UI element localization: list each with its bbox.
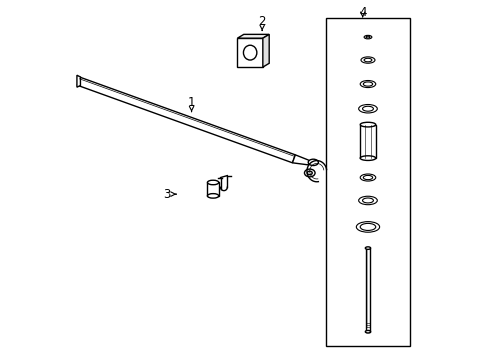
Polygon shape xyxy=(263,34,269,67)
Polygon shape xyxy=(77,75,81,87)
Ellipse shape xyxy=(358,104,377,113)
Ellipse shape xyxy=(366,36,369,38)
Text: 1: 1 xyxy=(187,96,195,109)
Bar xyxy=(360,125,375,158)
Ellipse shape xyxy=(364,35,371,39)
Text: 3: 3 xyxy=(163,188,170,201)
Ellipse shape xyxy=(360,122,375,127)
Text: 4: 4 xyxy=(358,6,366,19)
Ellipse shape xyxy=(360,57,374,63)
Bar xyxy=(365,248,369,332)
Bar xyxy=(325,18,409,346)
Text: 2: 2 xyxy=(258,15,265,28)
Ellipse shape xyxy=(356,222,379,232)
Ellipse shape xyxy=(307,159,318,166)
Ellipse shape xyxy=(360,224,375,230)
Polygon shape xyxy=(77,77,295,163)
Ellipse shape xyxy=(304,169,314,177)
Ellipse shape xyxy=(360,156,375,161)
Ellipse shape xyxy=(360,174,375,181)
Ellipse shape xyxy=(362,198,373,203)
Polygon shape xyxy=(292,155,311,165)
Ellipse shape xyxy=(306,171,312,175)
Ellipse shape xyxy=(207,180,218,185)
Ellipse shape xyxy=(365,247,370,249)
Ellipse shape xyxy=(243,45,256,60)
Ellipse shape xyxy=(360,81,375,87)
Bar xyxy=(237,38,263,67)
Bar xyxy=(207,183,218,196)
Polygon shape xyxy=(237,34,269,38)
Ellipse shape xyxy=(207,194,218,198)
Ellipse shape xyxy=(358,196,377,205)
Ellipse shape xyxy=(362,106,373,111)
Ellipse shape xyxy=(363,175,372,180)
Ellipse shape xyxy=(363,82,372,86)
Ellipse shape xyxy=(364,58,371,62)
Ellipse shape xyxy=(365,330,370,333)
